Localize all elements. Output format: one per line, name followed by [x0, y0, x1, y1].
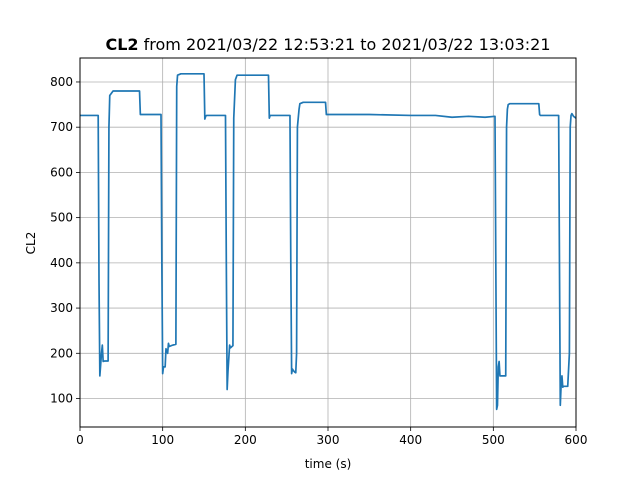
y-tick-label: 300	[50, 301, 73, 315]
series-layer	[80, 72, 577, 411]
y-tick-label: 400	[50, 256, 73, 270]
y-tick-label: 100	[50, 392, 73, 406]
chart-title-rest: from 2021/03/22 12:53:21 to 2021/03/22 1…	[139, 35, 551, 54]
y-tick-label: 700	[50, 120, 73, 134]
x-tick-label: 300	[317, 433, 340, 447]
y-tick-label: 600	[50, 165, 73, 179]
x-tick-label: 600	[565, 433, 588, 447]
y-axis-label: CL2	[24, 232, 38, 255]
chart-title-bold: CL2	[105, 35, 138, 54]
x-tick-label: 400	[399, 433, 422, 447]
x-tick-label: 500	[482, 433, 505, 447]
x-tick-label: 0	[76, 433, 84, 447]
grid-lines	[79, 58, 577, 427]
y-tick-label: 800	[50, 75, 73, 89]
x-ticks: 0 100 200 300 400 500 600	[76, 427, 587, 447]
y-tick-label: 500	[50, 211, 73, 225]
series-line-0	[80, 72, 577, 411]
y-ticks: 100 200 300 400 500 600 700 800	[50, 75, 80, 406]
x-axis-label: time (s)	[305, 457, 352, 471]
x-tick-label: 100	[151, 433, 174, 447]
x-tick-label: 200	[234, 433, 257, 447]
chart-title: CL2 from 2021/03/22 12:53:21 to 2021/03/…	[105, 35, 550, 54]
y-tick-label: 200	[50, 346, 73, 360]
